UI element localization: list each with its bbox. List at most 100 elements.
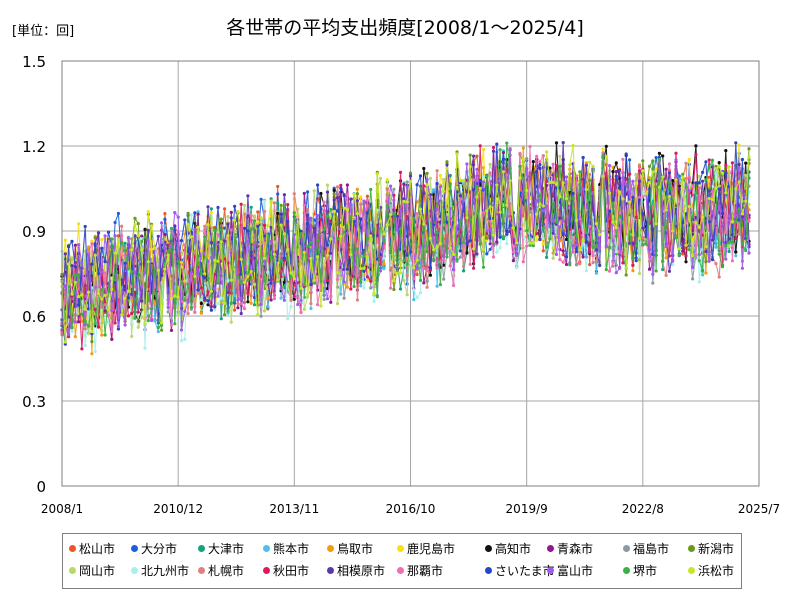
series-point (740, 266, 745, 270)
series-point (608, 191, 612, 195)
series-point (286, 248, 290, 252)
series-point (189, 271, 193, 275)
y-axis-ticks: 0 0.3 0.6 0.9 1.2 1.5 (22, 53, 46, 496)
series-point (422, 166, 426, 171)
series-point (631, 241, 635, 245)
series-point (701, 273, 705, 277)
series-point (345, 231, 349, 235)
series-point (77, 243, 81, 247)
series-point (455, 152, 459, 156)
series-point (614, 234, 618, 238)
series-point (398, 271, 403, 275)
series-point (282, 193, 286, 197)
series-point (405, 200, 409, 204)
series-point (93, 307, 97, 311)
series-point (621, 197, 625, 201)
series-point (704, 260, 708, 264)
series-point (618, 266, 622, 270)
series-point (365, 236, 369, 240)
legend-item: 大津市 (198, 542, 244, 556)
series-point (671, 259, 675, 263)
series-point (505, 141, 509, 145)
series-point (485, 252, 489, 256)
series-point (183, 279, 187, 283)
series-point (80, 293, 84, 297)
series-point (657, 157, 662, 161)
series-point (458, 194, 462, 198)
series-point (697, 186, 701, 190)
series-point (319, 207, 323, 211)
series-point (199, 311, 203, 315)
series-point (309, 301, 313, 306)
legend-item: 鳥取市 (327, 542, 373, 556)
series-point (186, 282, 190, 286)
series-point (87, 253, 91, 257)
legend-label: 秋田市 (273, 564, 310, 578)
series-point (674, 178, 678, 182)
series-point (697, 225, 701, 229)
series-point (362, 199, 366, 203)
series-point (325, 243, 330, 247)
series-point (588, 160, 592, 164)
series-point (379, 219, 383, 224)
series-point (246, 229, 250, 233)
series-point (701, 179, 705, 183)
series-point (498, 245, 502, 250)
series-point (365, 255, 369, 259)
series-point (309, 282, 313, 287)
series-point (302, 203, 306, 207)
series-point (581, 187, 585, 191)
series-point (203, 231, 207, 235)
series-point (448, 182, 452, 186)
series-point (385, 188, 389, 192)
series-point (720, 171, 725, 175)
series-point (77, 320, 81, 324)
x-tick-label: 2022/8 (622, 502, 664, 516)
series-point (647, 259, 652, 263)
series-point (518, 151, 522, 155)
series-point (322, 297, 326, 301)
series-point (717, 204, 721, 208)
series-point (302, 244, 306, 248)
series-point (256, 210, 260, 214)
series-point (266, 224, 270, 228)
series-point (123, 261, 127, 265)
series-point (252, 303, 257, 307)
series-point (309, 306, 313, 311)
series-point (488, 205, 492, 209)
series-point (312, 278, 316, 283)
series-point (624, 273, 628, 277)
series-point (196, 274, 200, 278)
series-point (106, 307, 111, 312)
series-point (83, 307, 87, 311)
series-point (169, 328, 174, 332)
series-point (239, 302, 243, 306)
series-point (146, 228, 150, 232)
series-point (535, 212, 539, 216)
series-point (415, 183, 419, 187)
series-point (478, 186, 482, 190)
series-point (518, 210, 522, 214)
series-point (203, 279, 207, 283)
series-point (744, 248, 748, 253)
legend-label: 新潟市 (698, 542, 735, 556)
series-point (734, 236, 738, 240)
series-point (325, 214, 330, 218)
legend-label: 相模原市 (337, 564, 386, 578)
series-point (269, 298, 273, 302)
series-point (594, 222, 599, 226)
series-point (584, 240, 589, 244)
series-point (554, 141, 559, 145)
series-point (458, 219, 462, 223)
series-point (515, 241, 519, 245)
series-point (392, 279, 396, 283)
series-point (558, 216, 562, 220)
series-point (574, 250, 579, 254)
series-point (113, 251, 117, 255)
series-point (608, 209, 612, 213)
series-point (203, 272, 207, 276)
series-point (312, 189, 316, 193)
series-point (747, 155, 751, 159)
series-point (103, 271, 107, 275)
legend-label: 大分市 (141, 542, 178, 556)
